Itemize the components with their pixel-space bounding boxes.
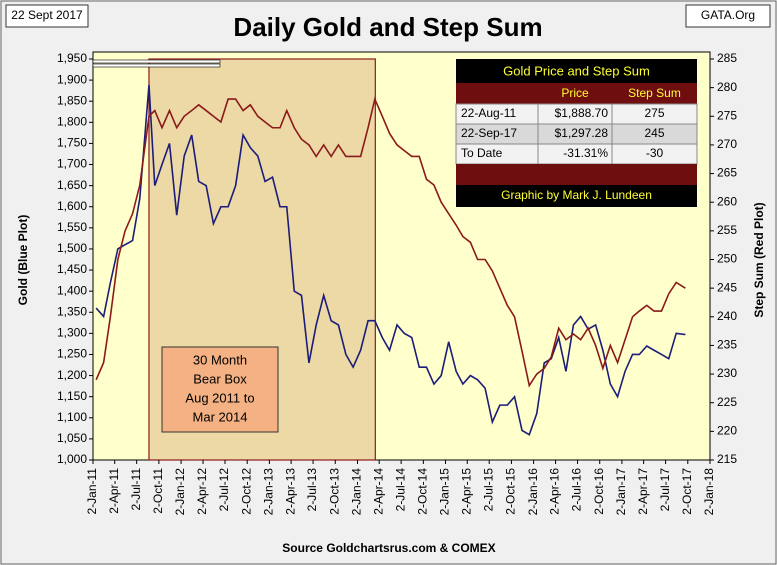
x-tick-label: 2-Apr-14 xyxy=(371,468,385,515)
x-tick-label: 2-Jan-14 xyxy=(350,468,364,516)
x-tick-label: 2-Apr-13 xyxy=(283,468,297,515)
y-tick-label: 1,950 xyxy=(57,51,87,65)
y2-tick-label: 220 xyxy=(717,424,737,438)
x-tick-label: 2-Jul-13 xyxy=(305,468,319,512)
y-tick-label: 1,850 xyxy=(57,93,87,107)
x-tick-label: 2-Oct-17 xyxy=(680,468,694,515)
table-cell-text: To Date xyxy=(461,146,503,160)
y-tick-label: 1,700 xyxy=(57,157,87,171)
table-cell-text: -30 xyxy=(646,146,664,160)
y-tick-label: 1,600 xyxy=(57,199,87,213)
y-tick-label: 1,900 xyxy=(57,72,87,86)
y2-tick-label: 245 xyxy=(717,280,737,294)
table-cell-text: 22-Aug-11 xyxy=(461,106,516,120)
annotation: Bear Box xyxy=(193,371,247,386)
table-cell-text: 245 xyxy=(644,126,664,140)
y2-tick-label: 260 xyxy=(717,194,737,208)
y-tick-label: 1,200 xyxy=(57,368,87,382)
y-tick-label: 1,800 xyxy=(57,114,87,128)
y-tick-label: 1,650 xyxy=(57,178,87,192)
source: Source Goldchartsrus.com & COMEX xyxy=(282,541,495,555)
x-tick-label: 2-Jul-11 xyxy=(129,468,143,511)
y-tick-label: 1,100 xyxy=(57,410,87,424)
y-tick-label: 1,550 xyxy=(57,220,87,234)
site-box xyxy=(685,4,771,28)
y-tick-label: 1,050 xyxy=(57,431,87,445)
y-tick-label: 1,750 xyxy=(57,136,87,150)
x-tick-label: 2-Apr-17 xyxy=(636,468,650,515)
date: 22 Sept 2017 xyxy=(11,8,83,22)
x-tick-label: 2-Oct-12 xyxy=(239,468,253,515)
y2-tick-label: 230 xyxy=(717,366,737,380)
y-axis-label: Gold (Blue Plot) xyxy=(16,215,30,306)
x-tick-label: 2-Jan-15 xyxy=(438,468,452,516)
date-box xyxy=(5,4,89,28)
y-tick-label: 1,150 xyxy=(57,389,87,403)
y-tick-label: 1,300 xyxy=(57,326,87,340)
x-tick-label: 2-Apr-16 xyxy=(548,468,562,515)
annotation-box xyxy=(161,346,279,433)
y2-tick-label: 280 xyxy=(717,80,737,94)
table-cell-text: $1,888.70 xyxy=(555,106,609,120)
annotation: Aug 2011 to xyxy=(185,390,254,405)
series-line xyxy=(95,84,686,436)
table-header: Step Sum xyxy=(628,86,681,100)
table-title-bg xyxy=(456,59,697,83)
table-band xyxy=(456,164,697,185)
y-tick-label: 1,400 xyxy=(57,283,87,297)
x-tick-label: 2-Jan-18 xyxy=(702,468,716,516)
x-tick-label: 2-Apr-11 xyxy=(107,468,121,514)
x-tick-label: 2-Jul-12 xyxy=(217,468,231,512)
y2-tick-label: 270 xyxy=(717,137,737,151)
x-tick-label: 2-Jan-17 xyxy=(614,468,628,516)
y-tick-label: 1,350 xyxy=(57,304,87,318)
table-credit-bg xyxy=(456,185,697,207)
table-cell-text: 275 xyxy=(644,106,664,120)
y-tick-label: 1,000 xyxy=(57,452,87,466)
y2-tick-label: 215 xyxy=(717,452,737,466)
x-tick-label: 2-Jul-17 xyxy=(658,468,672,512)
y-tick-label: 1,450 xyxy=(57,262,87,276)
site: GATA.Org xyxy=(701,8,755,22)
table-cell-text: 22-Sep-17 xyxy=(461,126,517,140)
annotation: 30 Month xyxy=(193,352,247,367)
x-tick-label: 2-Jul-16 xyxy=(570,468,584,512)
table-credit: Graphic by Mark J. Lundeen xyxy=(501,188,652,202)
series-line xyxy=(95,96,686,388)
x-tick-label: 2-Apr-15 xyxy=(459,468,473,515)
x-tick-label: 2-Oct-11 xyxy=(151,468,165,514)
legend-strip xyxy=(92,63,221,68)
x-tick-label: 2-Jan-11 xyxy=(85,468,99,515)
x-tick-label: 2-Jul-14 xyxy=(393,468,407,512)
y-tick-label: 1,250 xyxy=(57,347,87,361)
x-tick-label: 2-Oct-13 xyxy=(327,468,341,515)
y2-tick-label: 235 xyxy=(717,338,737,352)
y2-tick-label: 275 xyxy=(717,108,737,122)
table-cell-text: -31.31% xyxy=(563,146,608,160)
table-header: Price xyxy=(561,86,589,100)
x-tick-label: 2-Jan-13 xyxy=(262,468,276,516)
table-title: Gold Price and Step Sum xyxy=(503,63,650,78)
table-cell-text: $1,297.28 xyxy=(555,126,609,140)
chart-title: Daily Gold and Step Sum xyxy=(233,12,542,42)
x-tick-label: 2-Apr-12 xyxy=(195,468,209,515)
y2-axis-label: Step Sum (Red Plot) xyxy=(752,202,766,317)
x-tick-label: 2-Oct-15 xyxy=(504,468,518,515)
y2-tick-label: 225 xyxy=(717,395,737,409)
x-tick-label: 2-Oct-14 xyxy=(416,468,430,515)
y2-tick-label: 250 xyxy=(717,252,737,266)
annotation: Mar 2014 xyxy=(193,409,248,424)
x-tick-label: 2-Jul-15 xyxy=(481,468,495,512)
table-header-bg xyxy=(456,83,697,104)
x-tick-label: 2-Jan-12 xyxy=(173,468,187,516)
y2-tick-label: 285 xyxy=(717,51,737,65)
legend-strip xyxy=(92,59,221,64)
x-tick-label: 2-Jan-16 xyxy=(526,468,540,516)
y2-tick-label: 240 xyxy=(717,309,737,323)
y2-tick-label: 255 xyxy=(717,223,737,237)
y-tick-label: 1,500 xyxy=(57,241,87,255)
x-tick-label: 2-Oct-16 xyxy=(592,468,606,515)
y2-tick-label: 265 xyxy=(717,166,737,180)
